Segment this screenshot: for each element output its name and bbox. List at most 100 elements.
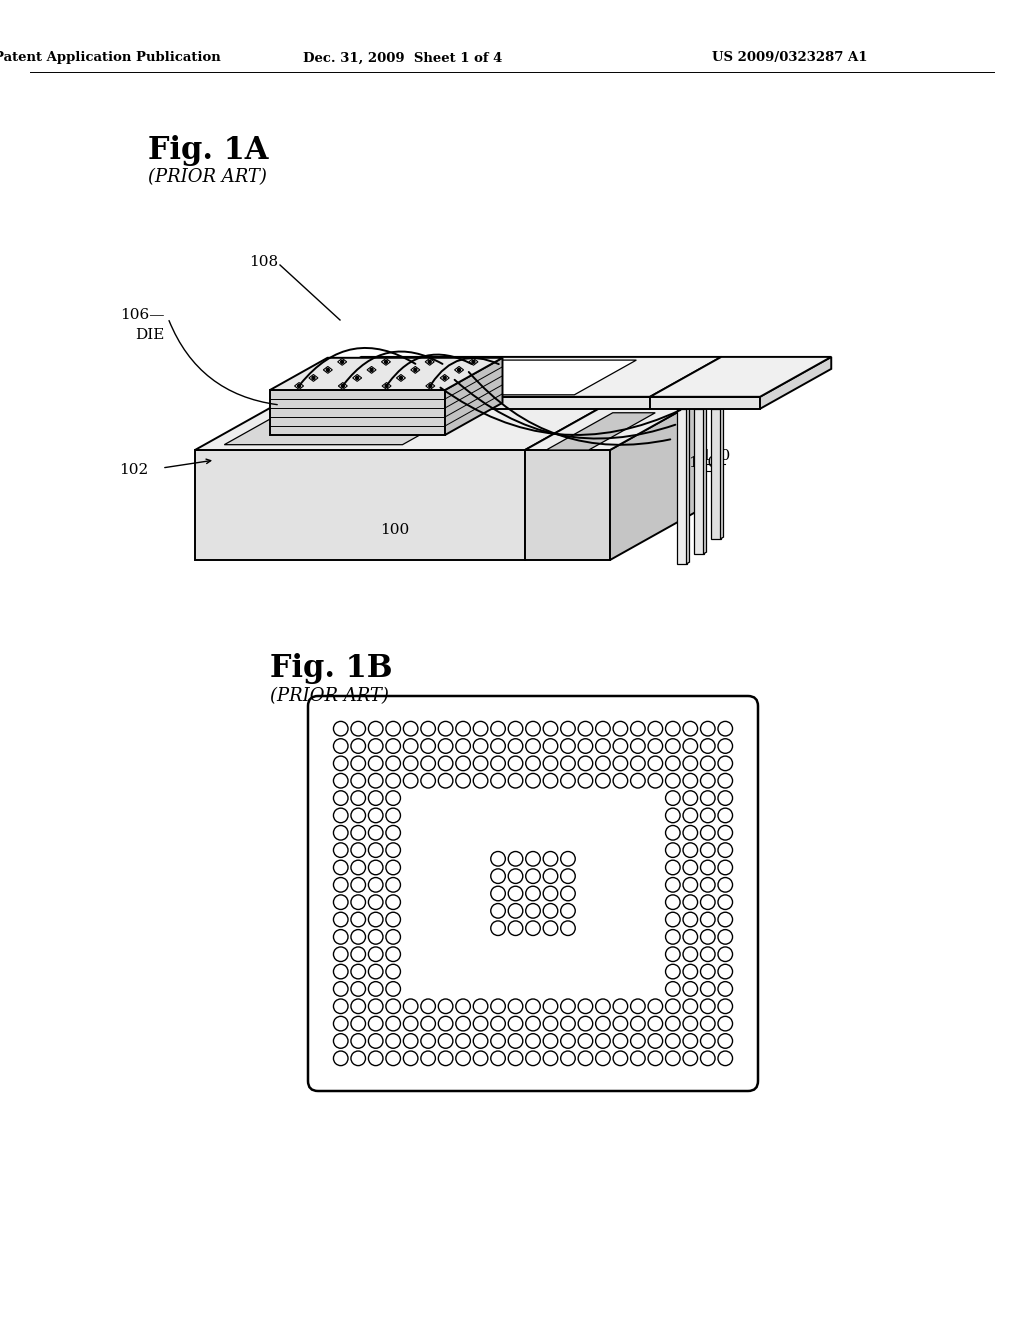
Circle shape [666, 861, 680, 875]
Circle shape [351, 808, 366, 822]
Circle shape [525, 999, 541, 1014]
Circle shape [369, 861, 383, 875]
Circle shape [683, 722, 697, 737]
Circle shape [386, 1034, 400, 1048]
Circle shape [403, 1051, 418, 1065]
Circle shape [403, 774, 418, 788]
Circle shape [334, 825, 348, 840]
Circle shape [613, 774, 628, 788]
Polygon shape [711, 409, 721, 539]
Text: 100: 100 [380, 523, 410, 537]
Polygon shape [445, 358, 503, 436]
Circle shape [298, 384, 301, 388]
Circle shape [666, 982, 680, 997]
Polygon shape [721, 407, 724, 539]
Circle shape [561, 921, 575, 936]
Circle shape [561, 869, 575, 883]
FancyBboxPatch shape [308, 696, 758, 1092]
Circle shape [700, 965, 715, 979]
Circle shape [631, 756, 645, 771]
Circle shape [351, 722, 366, 737]
Text: Fig. 1A: Fig. 1A [148, 135, 268, 165]
Circle shape [596, 1051, 610, 1065]
Polygon shape [295, 383, 303, 389]
Circle shape [385, 384, 388, 388]
Polygon shape [455, 367, 464, 374]
Circle shape [508, 774, 523, 788]
Text: Dec. 31, 2009  Sheet 1 of 4: Dec. 31, 2009 Sheet 1 of 4 [303, 51, 503, 65]
Circle shape [666, 722, 680, 737]
Circle shape [683, 946, 697, 961]
Polygon shape [693, 407, 707, 409]
Circle shape [351, 999, 366, 1014]
Circle shape [473, 756, 487, 771]
Circle shape [386, 791, 400, 805]
Circle shape [683, 756, 697, 771]
Circle shape [334, 808, 348, 822]
Circle shape [666, 999, 680, 1014]
Circle shape [369, 929, 383, 944]
Circle shape [718, 722, 732, 737]
Polygon shape [338, 359, 347, 366]
Circle shape [386, 739, 400, 754]
Polygon shape [525, 397, 705, 450]
Circle shape [543, 999, 558, 1014]
Circle shape [718, 756, 732, 771]
Circle shape [596, 1034, 610, 1048]
Circle shape [386, 929, 400, 944]
Circle shape [666, 929, 680, 944]
Circle shape [613, 739, 628, 754]
Circle shape [683, 929, 697, 944]
Circle shape [543, 1051, 558, 1065]
Polygon shape [352, 375, 361, 381]
Text: 106—: 106— [121, 308, 165, 322]
Circle shape [718, 946, 732, 961]
Text: 110: 110 [701, 449, 731, 463]
Circle shape [579, 999, 593, 1014]
Circle shape [369, 946, 383, 961]
Circle shape [369, 843, 383, 858]
Circle shape [666, 878, 680, 892]
Circle shape [369, 774, 383, 788]
Circle shape [525, 904, 541, 919]
Circle shape [648, 739, 663, 754]
Circle shape [683, 895, 697, 909]
Circle shape [473, 1016, 487, 1031]
Circle shape [718, 929, 732, 944]
Circle shape [369, 1034, 383, 1048]
Circle shape [490, 722, 505, 737]
Circle shape [438, 1051, 453, 1065]
Circle shape [473, 722, 487, 737]
Circle shape [631, 722, 645, 737]
Circle shape [718, 1034, 732, 1048]
Polygon shape [309, 375, 317, 381]
Circle shape [631, 1034, 645, 1048]
Circle shape [718, 861, 732, 875]
Circle shape [490, 1051, 505, 1065]
Circle shape [561, 722, 575, 737]
Circle shape [525, 921, 541, 936]
Circle shape [386, 946, 400, 961]
Circle shape [421, 1051, 435, 1065]
Circle shape [386, 878, 400, 892]
Circle shape [525, 756, 541, 771]
Circle shape [579, 1034, 593, 1048]
Circle shape [369, 878, 383, 892]
Polygon shape [703, 407, 707, 554]
Circle shape [543, 904, 558, 919]
Polygon shape [469, 359, 478, 366]
Circle shape [508, 756, 523, 771]
Circle shape [334, 999, 348, 1014]
Polygon shape [440, 375, 450, 381]
Circle shape [403, 999, 418, 1014]
Circle shape [683, 912, 697, 927]
Circle shape [334, 1051, 348, 1065]
Circle shape [579, 756, 593, 771]
Circle shape [421, 756, 435, 771]
Circle shape [334, 861, 348, 875]
Circle shape [543, 851, 558, 866]
Circle shape [508, 1034, 523, 1048]
Text: 102: 102 [119, 463, 148, 477]
Circle shape [718, 774, 732, 788]
Polygon shape [650, 356, 831, 397]
